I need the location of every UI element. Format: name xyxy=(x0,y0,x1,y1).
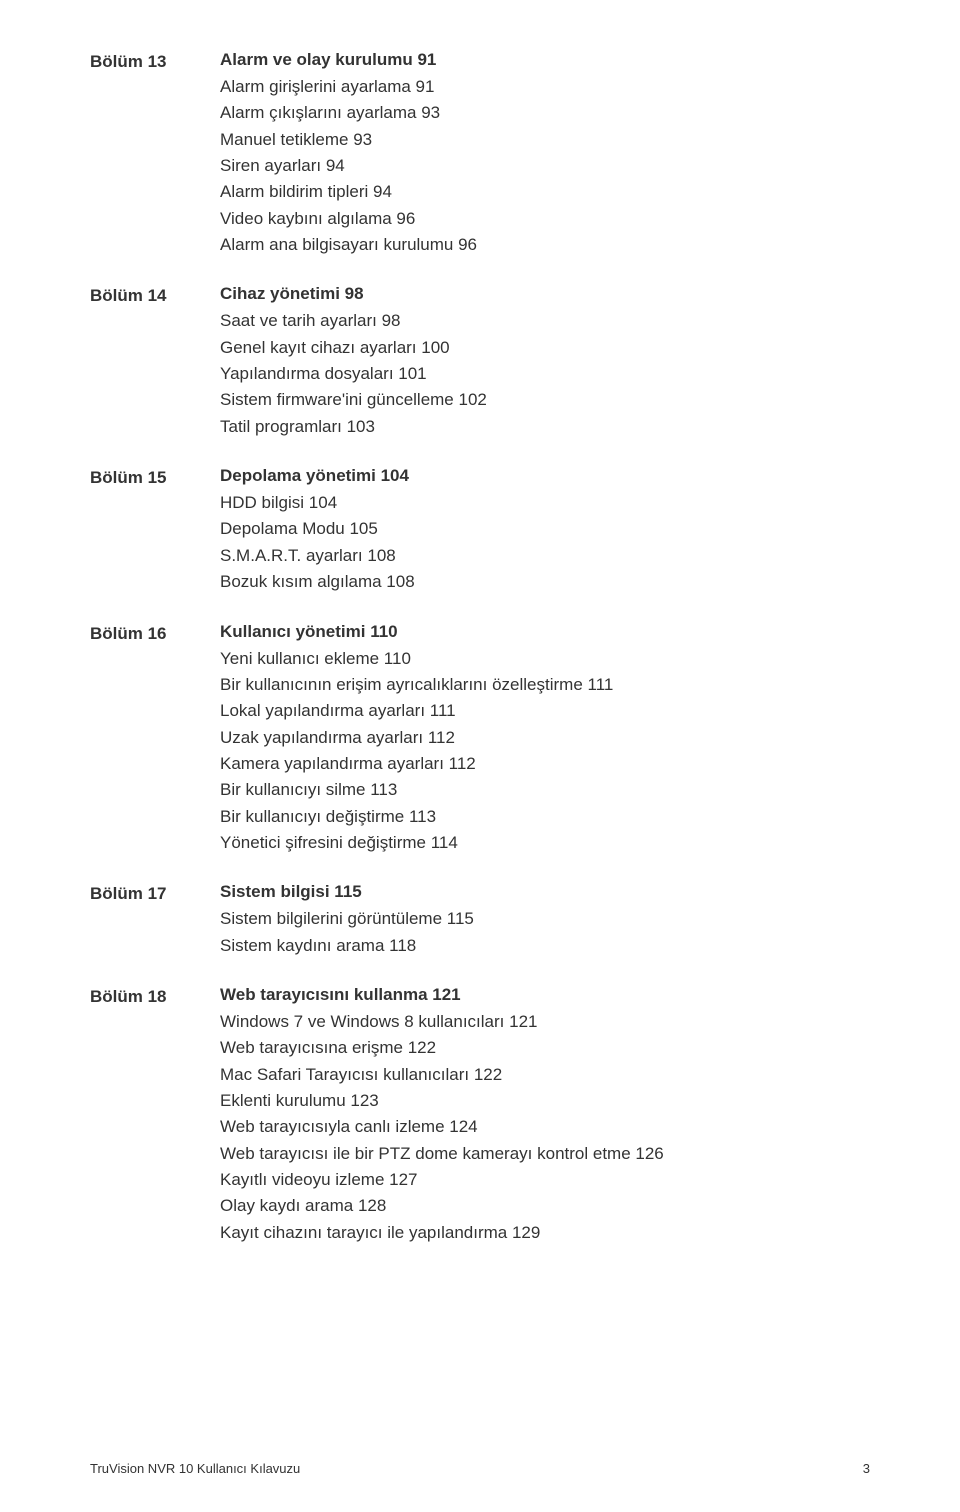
toc-item: Eklenti kurulumu 123 xyxy=(220,1088,870,1114)
toc-item: Manuel tetikleme 93 xyxy=(220,127,870,153)
footer-title: TruVision NVR 10 Kullanıcı Kılavuzu xyxy=(90,1461,300,1476)
toc-item: Video kaybını algılama 96 xyxy=(220,206,870,232)
toc-item: Saat ve tarih ayarları 98 xyxy=(220,308,870,334)
section-label: Bölüm 13 xyxy=(90,50,220,72)
toc-item: Windows 7 ve Windows 8 kullanıcıları 121 xyxy=(220,1009,870,1035)
section-label: Bölüm 18 xyxy=(90,985,220,1007)
toc-item: Bozuk kısım algılama 108 xyxy=(220,569,870,595)
section-title: Web tarayıcısını kullanma 121 xyxy=(220,985,870,1005)
section-body: Web tarayıcısını kullanma 121 Windows 7 v… xyxy=(220,985,870,1246)
section-body: Cihaz yönetimi 98 Saat ve tarih ayarları … xyxy=(220,284,870,440)
toc-item: Sistem firmware'ini güncelleme 102 xyxy=(220,387,870,413)
toc-item: Web tarayıcısına erişme 122 xyxy=(220,1035,870,1061)
section-title: Kullanıcı yönetimi 110 xyxy=(220,622,870,642)
toc-section: Bölüm 17Sistem bilgisi 115 Sistem bilgile… xyxy=(90,882,870,959)
toc-item: Siren ayarları 94 xyxy=(220,153,870,179)
toc-section: Bölüm 16Kullanıcı yönetimi 110 Yeni kulla… xyxy=(90,622,870,857)
toc-section: Bölüm 13Alarm ve olay kurulumu 91 Alarm g… xyxy=(90,50,870,258)
toc-item: Yapılandırma dosyaları 101 xyxy=(220,361,870,387)
section-body: Alarm ve olay kurulumu 91 Alarm girişleri… xyxy=(220,50,870,258)
toc-item: Mac Safari Tarayıcısı kullanıcıları 122 xyxy=(220,1062,870,1088)
toc-item: Alarm çıkışlarını ayarlama 93 xyxy=(220,100,870,126)
toc-item: Web tarayıcısı ile bir PTZ dome kamerayı… xyxy=(220,1141,870,1167)
table-of-contents: Bölüm 13Alarm ve olay kurulumu 91 Alarm g… xyxy=(90,50,870,1246)
toc-item: S.M.A.R.T. ayarları 108 xyxy=(220,543,870,569)
toc-item: Alarm bildirim tipleri 94 xyxy=(220,179,870,205)
toc-item: Lokal yapılandırma ayarları 111 xyxy=(220,698,870,724)
section-title: Sistem bilgisi 115 xyxy=(220,882,870,902)
page-footer: TruVision NVR 10 Kullanıcı Kılavuzu 3 xyxy=(90,1461,870,1476)
section-title: Alarm ve olay kurulumu 91 xyxy=(220,50,870,70)
toc-item: Bir kullanıcıyı silme 113 xyxy=(220,777,870,803)
toc-item: Bir kullanıcının erişim ayrıcalıklarını … xyxy=(220,672,870,698)
toc-item: Kayıt cihazını tarayıcı ile yapılandırma… xyxy=(220,1220,870,1246)
toc-item: Olay kaydı arama 128 xyxy=(220,1193,870,1219)
section-body: Kullanıcı yönetimi 110 Yeni kullanıcı ekl… xyxy=(220,622,870,857)
toc-section: Bölüm 15Depolama yönetimi 104 HDD bilgisi… xyxy=(90,466,870,595)
toc-item: Genel kayıt cihazı ayarları 100 xyxy=(220,335,870,361)
toc-item: Bir kullanıcıyı değiştirme 113 xyxy=(220,804,870,830)
toc-item: HDD bilgisi 104 xyxy=(220,490,870,516)
toc-item: Alarm ana bilgisayarı kurulumu 96 xyxy=(220,232,870,258)
toc-item: Sistem bilgilerini görüntüleme 115 xyxy=(220,906,870,932)
toc-item: Tatil programları 103 xyxy=(220,414,870,440)
toc-section: Bölüm 14Cihaz yönetimi 98 Saat ve tarih a… xyxy=(90,284,870,440)
section-title: Cihaz yönetimi 98 xyxy=(220,284,870,304)
toc-item: Alarm girişlerini ayarlama 91 xyxy=(220,74,870,100)
toc-item: Depolama Modu 105 xyxy=(220,516,870,542)
toc-section: Bölüm 18Web tarayıcısını kullanma 121 Win… xyxy=(90,985,870,1246)
toc-item: Uzak yapılandırma ayarları 112 xyxy=(220,725,870,751)
toc-item: Web tarayıcısıyla canlı izleme 124 xyxy=(220,1114,870,1140)
toc-item: Sistem kaydını arama 118 xyxy=(220,933,870,959)
section-label: Bölüm 15 xyxy=(90,466,220,488)
toc-item: Yeni kullanıcı ekleme 110 xyxy=(220,646,870,672)
section-label: Bölüm 17 xyxy=(90,882,220,904)
toc-item: Kayıtlı videoyu izleme 127 xyxy=(220,1167,870,1193)
section-body: Depolama yönetimi 104 HDD bilgisi 104Depo… xyxy=(220,466,870,595)
toc-item: Yönetici şifresini değiştirme 114 xyxy=(220,830,870,856)
section-title: Depolama yönetimi 104 xyxy=(220,466,870,486)
toc-item: Kamera yapılandırma ayarları 112 xyxy=(220,751,870,777)
footer-page-number: 3 xyxy=(863,1461,870,1476)
section-body: Sistem bilgisi 115 Sistem bilgilerini gör… xyxy=(220,882,870,959)
section-label: Bölüm 14 xyxy=(90,284,220,306)
section-label: Bölüm 16 xyxy=(90,622,220,644)
